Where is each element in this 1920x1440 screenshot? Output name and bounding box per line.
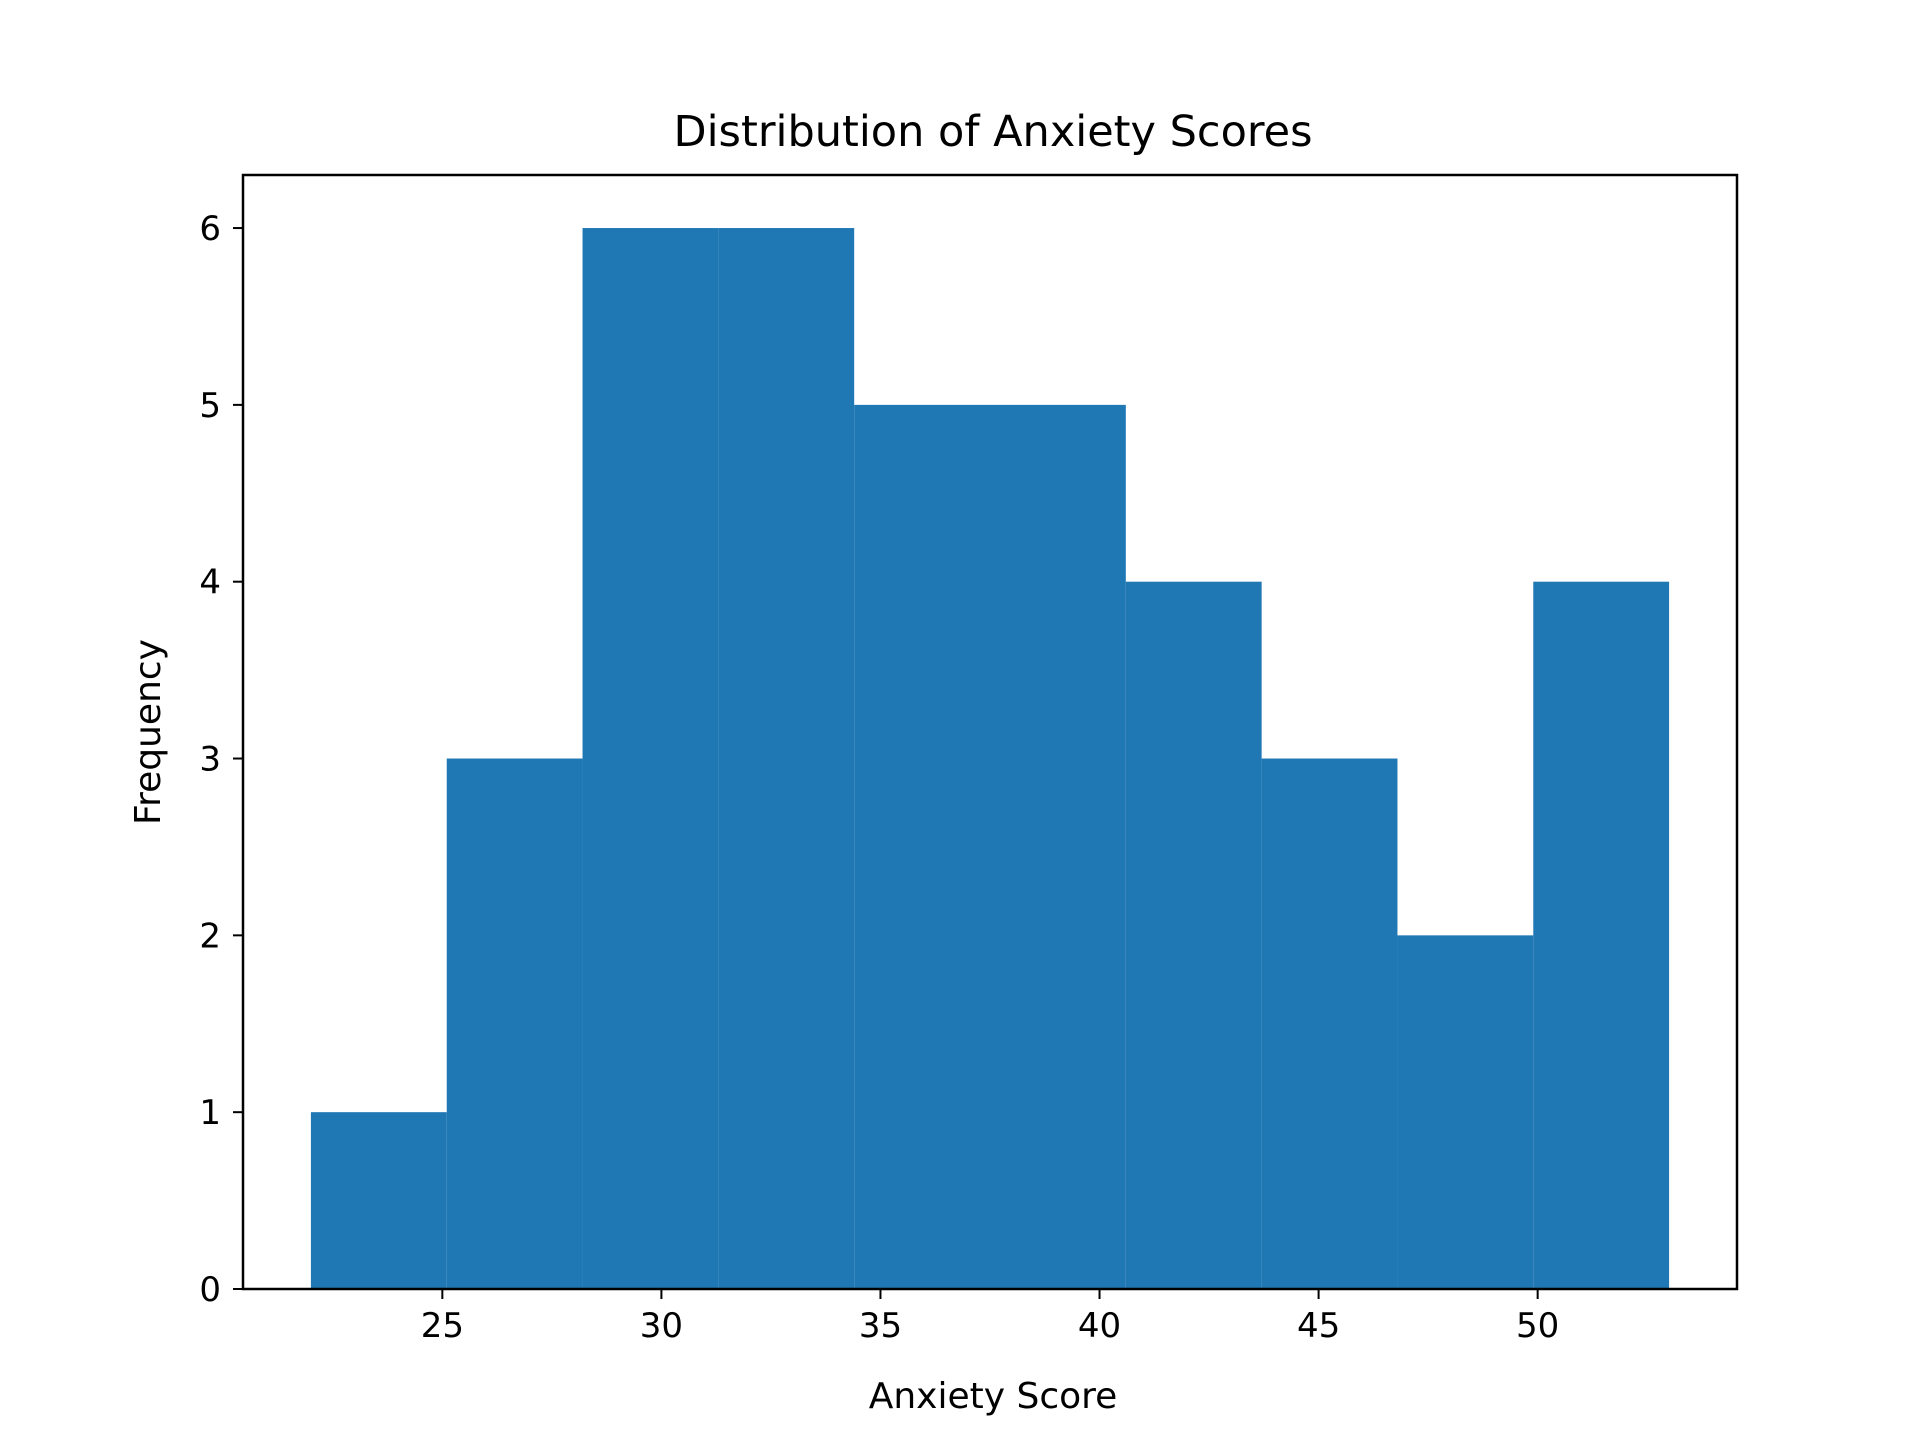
y-tick-label: 5 <box>199 386 221 426</box>
y-tick-label: 3 <box>199 740 221 780</box>
histogram-bar <box>1533 581 1670 1289</box>
y-tick-label: 2 <box>199 916 221 956</box>
histogram-bar <box>1125 581 1262 1289</box>
y-tick-label: 4 <box>199 563 221 603</box>
x-tick-label: 40 <box>1078 1306 1121 1346</box>
x-axis-label: Anxiety Score <box>869 1376 1118 1417</box>
histogram-bar <box>446 758 583 1289</box>
x-tick-label: 35 <box>859 1306 902 1346</box>
x-tick-label: 30 <box>640 1306 683 1346</box>
y-tick-label: 0 <box>199 1270 221 1310</box>
y-axis-ticks: 0 1 2 3 4 5 6 <box>199 209 243 1310</box>
histogram-bar <box>310 1112 447 1289</box>
y-axis-label: Frequency <box>128 639 169 825</box>
histogram-bar <box>1397 935 1534 1289</box>
histogram-bar <box>1261 758 1398 1289</box>
x-tick-label: 45 <box>1297 1306 1340 1346</box>
x-tick-label: 50 <box>1516 1306 1559 1346</box>
y-tick-label: 1 <box>199 1093 221 1133</box>
histogram-bar <box>854 404 990 1289</box>
histogram-bar <box>582 228 719 1290</box>
chart-title: Distribution of Anxiety Scores <box>674 107 1313 157</box>
histogram-bar <box>990 404 1126 1289</box>
x-axis-ticks: 25 30 35 40 45 50 <box>421 1289 1559 1346</box>
x-tick-label: 25 <box>421 1306 464 1346</box>
y-tick-label: 6 <box>199 209 221 249</box>
plot-area-frame <box>241 173 1739 1291</box>
bars-group <box>310 228 1670 1290</box>
histogram-bar <box>718 228 855 1290</box>
